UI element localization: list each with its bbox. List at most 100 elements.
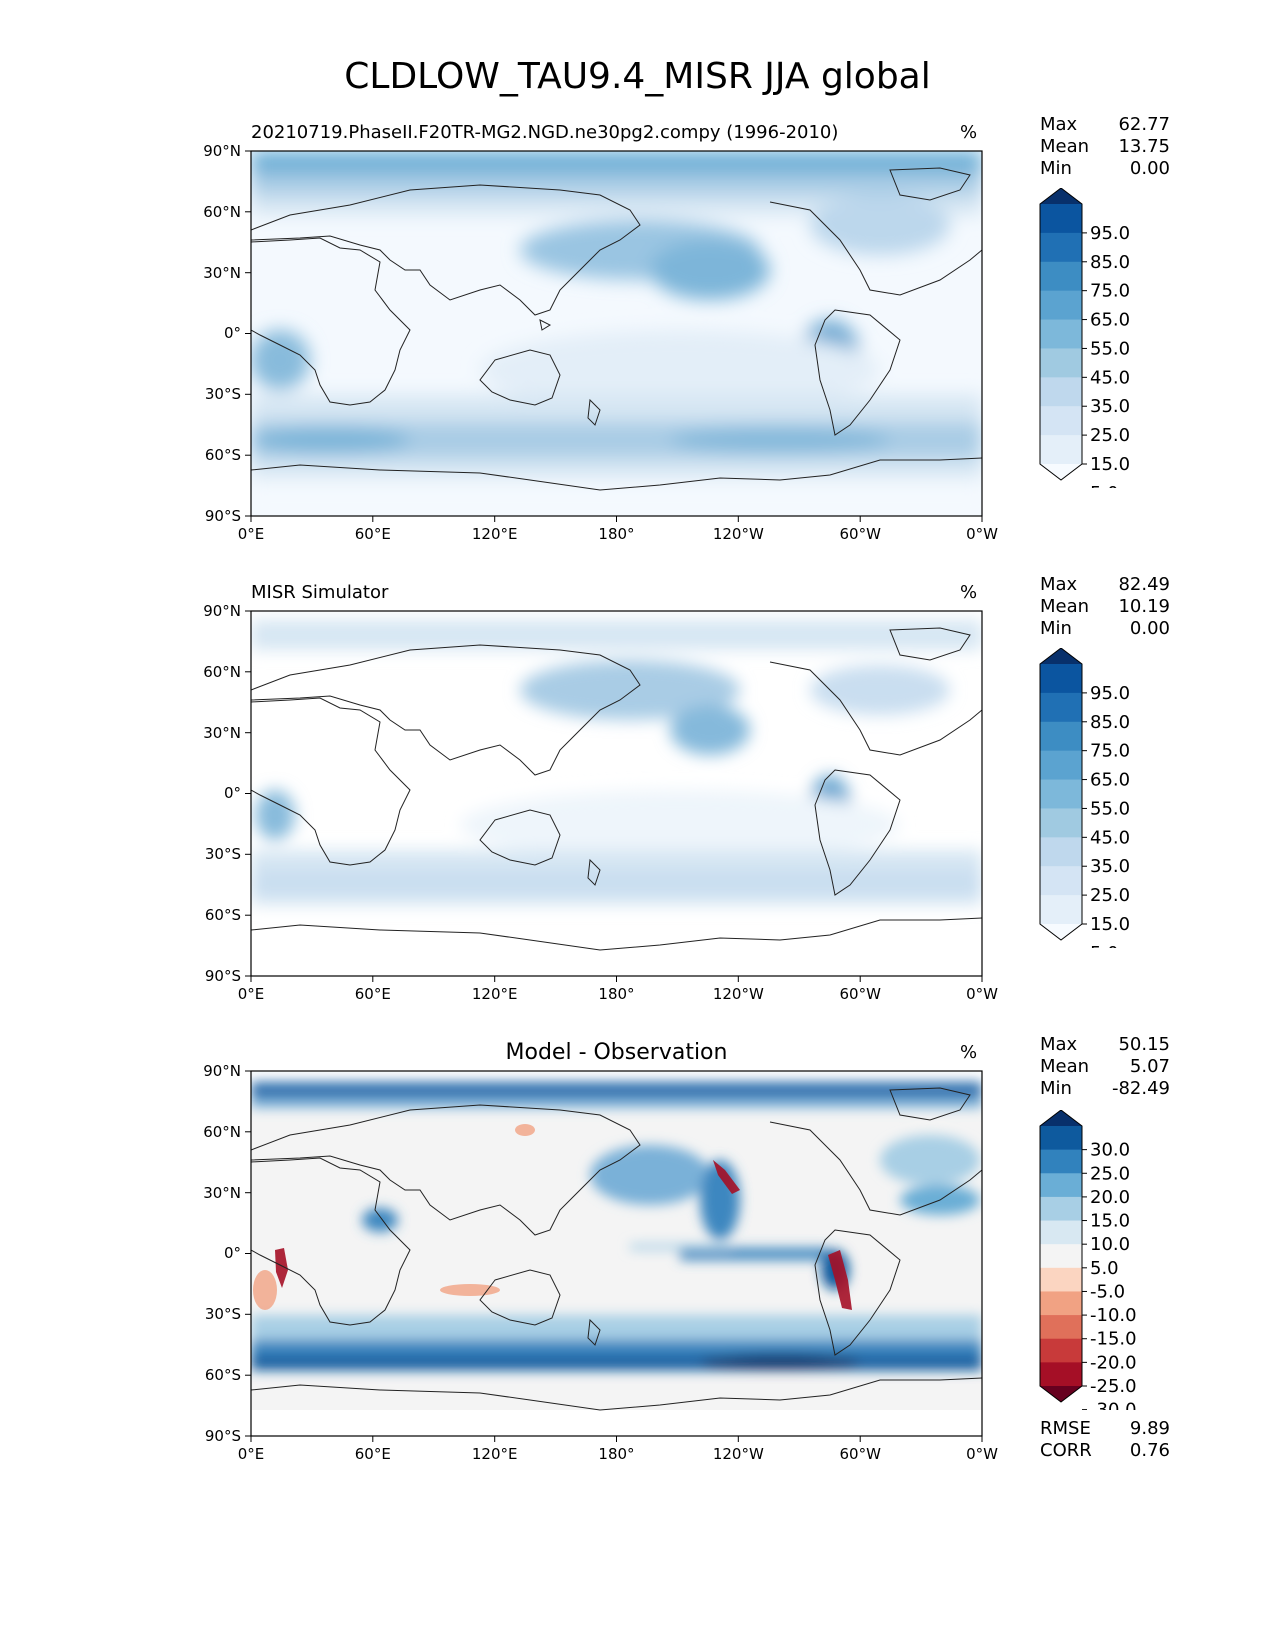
stat-min: Min 0.00 bbox=[1040, 618, 1170, 639]
colorbar-segment bbox=[1040, 261, 1082, 292]
colorbar-label: -15.0 bbox=[1090, 1329, 1137, 1350]
lon-tick: 120°E bbox=[472, 985, 518, 1003]
stat-mean: Mean 5.07 bbox=[1040, 1056, 1170, 1077]
lat-tick: 90°N bbox=[203, 1062, 241, 1080]
colorbar-segment bbox=[1040, 664, 1082, 694]
colorbar-segment bbox=[1040, 721, 1082, 752]
panel-3-title: Model - Observation bbox=[505, 1040, 728, 1065]
colorbar-label: 15.0 bbox=[1090, 1211, 1130, 1232]
colorbar-label: 30.0 bbox=[1090, 1140, 1130, 1161]
colorbar-extend-max bbox=[1040, 648, 1082, 664]
lat-tick: 90°N bbox=[203, 142, 241, 160]
stat-mean: Mean 10.19 bbox=[1040, 596, 1170, 617]
colorbar-label: 95.0 bbox=[1090, 683, 1130, 704]
colorbar-segment bbox=[1040, 232, 1082, 263]
colorbar-segment bbox=[1040, 1362, 1082, 1387]
colorbar-segment bbox=[1040, 406, 1082, 436]
lat-tick: 30°S bbox=[205, 385, 241, 403]
lon-tick: 60°W bbox=[839, 985, 881, 1003]
lat-tick: 90°S bbox=[205, 967, 241, 985]
stat-mean: Mean 13.75 bbox=[1040, 136, 1170, 157]
colorbar-segment bbox=[1040, 1315, 1082, 1340]
colorbar-label: 25.0 bbox=[1090, 1163, 1130, 1184]
lat-tick: 0° bbox=[224, 784, 241, 802]
stat-max: Max 62.77 bbox=[1040, 114, 1170, 135]
colorbar-segment bbox=[1040, 1196, 1082, 1222]
lon-tick: 180° bbox=[598, 985, 634, 1003]
lon-tick: 0°E bbox=[238, 1445, 265, 1463]
lon-tick: 0°W bbox=[966, 525, 998, 543]
lat-tick: 60°S bbox=[205, 1366, 241, 1384]
lon-tick: 0°W bbox=[966, 1445, 998, 1463]
panel-1-units: % bbox=[960, 122, 978, 143]
lat-tick: 0° bbox=[224, 324, 241, 342]
colorbar-segment bbox=[1040, 1291, 1082, 1316]
lat-tick: 30°S bbox=[205, 1305, 241, 1323]
lat-tick: 60°N bbox=[203, 203, 241, 221]
colorbar-label: -10.0 bbox=[1090, 1305, 1137, 1326]
lon-tick: 0°E bbox=[238, 985, 265, 1003]
panel-3-map: 90°N 60°N 30°N 0° 30°S 60°S 90°S 0°E 60°… bbox=[203, 1062, 998, 1463]
colorbar-extend-max bbox=[1040, 1110, 1082, 1126]
metric-rmse: RMSE 9.89 bbox=[1040, 1418, 1170, 1439]
colorbar-segment bbox=[1040, 377, 1082, 407]
colorbar-extend-max bbox=[1040, 188, 1082, 204]
figure-title: CLDLOW_TAU9.4_MISR JJA global bbox=[344, 56, 931, 97]
colorbar-extend-min bbox=[1040, 1386, 1082, 1402]
colorbar-segment bbox=[1040, 779, 1082, 809]
colorbar-label: -20.0 bbox=[1090, 1352, 1137, 1373]
lat-tick: 60°S bbox=[205, 446, 241, 464]
panel-2-title: MISR Simulator bbox=[251, 582, 389, 603]
stat-max: Max 50.15 bbox=[1040, 1034, 1170, 1055]
colorbar-label: 10.0 bbox=[1090, 1234, 1130, 1255]
colorbar-segment bbox=[1040, 895, 1082, 925]
colorbar-label: 5.0 bbox=[1090, 483, 1119, 488]
panel-2-units: % bbox=[960, 582, 978, 603]
lat-tick: 60°N bbox=[203, 663, 241, 681]
colorbar-label: 15.0 bbox=[1090, 454, 1130, 475]
colorbar-segment bbox=[1040, 750, 1082, 781]
colorbar-label: 25.0 bbox=[1090, 425, 1130, 446]
lat-tick: 60°N bbox=[203, 1123, 241, 1141]
colorbar-segment bbox=[1040, 204, 1082, 234]
stat-min: Min 0.00 bbox=[1040, 158, 1170, 179]
lat-tick: 90°N bbox=[203, 602, 241, 620]
colorbar-segment bbox=[1040, 1149, 1082, 1174]
colorbar-label: 55.0 bbox=[1090, 798, 1130, 819]
colorbar-segment bbox=[1040, 1220, 1082, 1245]
lat-tick: 30°N bbox=[203, 264, 241, 282]
lon-tick: 120°W bbox=[713, 525, 764, 543]
colorbar-segment bbox=[1040, 808, 1082, 838]
panel-1-colorbar: 95.0 85.0 75.0 65.0 55.0 45.0 35.0 25.0 15.0 5.0 bbox=[1039, 188, 1130, 488]
lon-tick: 180° bbox=[598, 525, 634, 543]
colorbar-label: 5.0 bbox=[1090, 943, 1119, 948]
colorbar-label: 95.0 bbox=[1090, 223, 1130, 244]
lon-tick: 60°E bbox=[355, 525, 391, 543]
colorbar-label: 85.0 bbox=[1090, 712, 1130, 733]
colorbar-label: 25.0 bbox=[1090, 885, 1130, 906]
panel-2-map: 90°N 60°N 30°N 0° 30°S 60°S 90°S 0°E 60°… bbox=[203, 602, 998, 1003]
colorbar-label: 45.0 bbox=[1090, 367, 1130, 388]
panel-1-map: 90°N 60°N 30°N 0° 30°S 60°S 90°S 0°E 60°… bbox=[203, 142, 998, 543]
lon-tick: 60°E bbox=[355, 1445, 391, 1463]
panel-1-title: 20210719.PhaseII.F20TR-MG2.NGD.ne30pg2.c… bbox=[251, 122, 839, 143]
colorbar-segment bbox=[1040, 1338, 1082, 1363]
colorbar-segment bbox=[1040, 692, 1082, 723]
colorbar-label: 65.0 bbox=[1090, 310, 1130, 331]
lon-tick: 0°W bbox=[966, 985, 998, 1003]
lat-tick: 0° bbox=[224, 1244, 241, 1262]
stat-min: Min -82.49 bbox=[1040, 1078, 1170, 1099]
lon-tick: 120°W bbox=[713, 985, 764, 1003]
colorbar-label: 35.0 bbox=[1090, 396, 1130, 417]
colorbar-segment bbox=[1040, 837, 1082, 867]
colorbar-extend-min bbox=[1040, 464, 1082, 480]
colorbar-label: 5.0 bbox=[1090, 1258, 1119, 1279]
colorbar-label: -5.0 bbox=[1090, 1281, 1125, 1302]
colorbar-label: 55.0 bbox=[1090, 338, 1130, 359]
lon-tick: 120°E bbox=[472, 525, 518, 543]
panel-3-units: % bbox=[960, 1042, 978, 1063]
colorbar-label: 20.0 bbox=[1090, 1187, 1130, 1208]
colorbar-segment bbox=[1040, 1126, 1082, 1151]
colorbar-segment bbox=[1040, 866, 1082, 896]
lat-tick: 90°S bbox=[205, 507, 241, 525]
